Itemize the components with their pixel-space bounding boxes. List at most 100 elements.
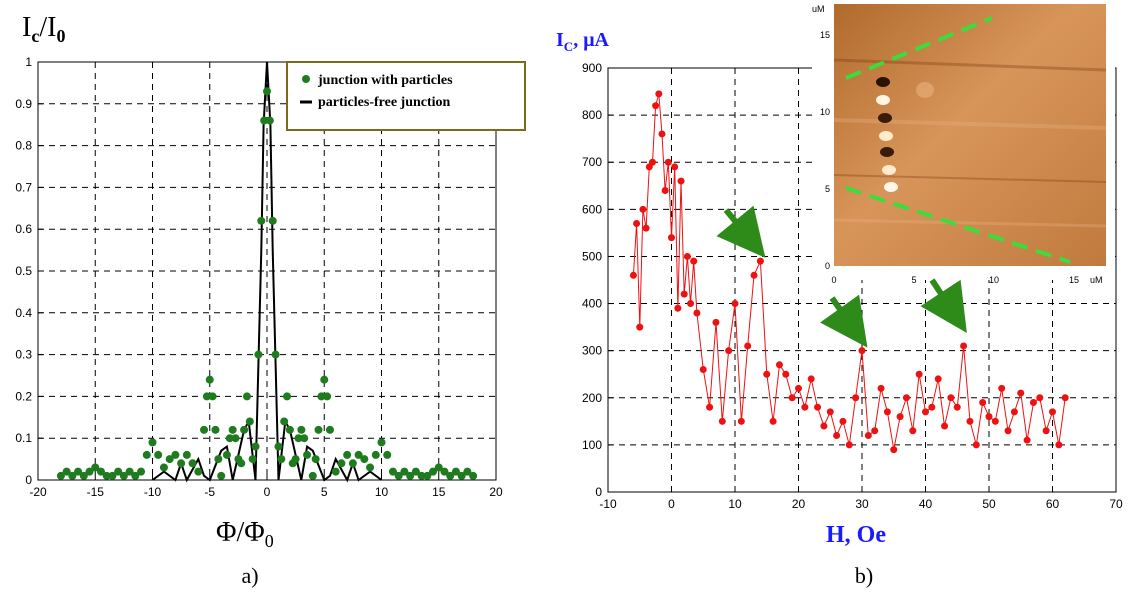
data-point bbox=[194, 467, 203, 476]
data-point bbox=[263, 87, 271, 96]
x-tick-label: 50 bbox=[982, 497, 996, 511]
y-tick-label: 700 bbox=[582, 155, 602, 169]
chart-b-xlabel: H, Oe bbox=[826, 522, 886, 548]
data-point bbox=[177, 459, 186, 468]
data-point bbox=[137, 467, 146, 476]
inset-y-tick: 15 bbox=[820, 30, 830, 40]
data-point bbox=[756, 257, 764, 265]
data-point bbox=[383, 450, 392, 459]
data-point bbox=[795, 384, 802, 392]
data-point bbox=[240, 425, 249, 434]
data-point bbox=[245, 417, 254, 426]
data-point bbox=[636, 323, 644, 331]
afm-texture bbox=[833, 58, 1107, 228]
data-point bbox=[125, 467, 134, 476]
data-point bbox=[909, 427, 917, 435]
data-point bbox=[325, 425, 334, 434]
data-point bbox=[1023, 436, 1031, 444]
data-point bbox=[429, 467, 438, 476]
data-point bbox=[928, 403, 936, 411]
data-point bbox=[960, 342, 968, 350]
data-point bbox=[463, 467, 472, 476]
data-point bbox=[354, 450, 363, 459]
data-point bbox=[225, 434, 234, 443]
data-point bbox=[320, 375, 329, 384]
data-point bbox=[807, 375, 815, 383]
data-point bbox=[200, 425, 209, 434]
data-point bbox=[718, 417, 726, 425]
data-point bbox=[744, 342, 752, 350]
data-point bbox=[297, 425, 306, 434]
data-point bbox=[271, 350, 280, 359]
data-point bbox=[845, 441, 853, 449]
data-point bbox=[699, 366, 707, 374]
inset-x-tick: 0 bbox=[831, 275, 836, 285]
data-point bbox=[725, 347, 733, 355]
data-point bbox=[131, 471, 140, 480]
data-point bbox=[251, 442, 260, 451]
y-tick-label: 300 bbox=[582, 344, 602, 358]
data-point bbox=[1017, 389, 1025, 397]
x-tick-label: 30 bbox=[855, 497, 869, 511]
data-point bbox=[202, 392, 211, 401]
data-point bbox=[265, 116, 274, 125]
inset-x-tick: 15 bbox=[1069, 275, 1079, 285]
data-point bbox=[915, 370, 923, 378]
data-point bbox=[154, 450, 163, 459]
data-point bbox=[237, 459, 246, 468]
chart-a: -20 -15 -10 -5 0 5 10 15 20 0 0.1 0.2 0.3 0.4 0.5 0.6 0.… bbox=[15, 12, 526, 588]
data-point bbox=[972, 441, 980, 449]
data-point bbox=[655, 90, 663, 98]
data-point bbox=[648, 158, 656, 166]
data-point bbox=[188, 459, 197, 468]
data-point bbox=[979, 398, 987, 406]
data-point bbox=[96, 467, 105, 476]
y-tick-label: 100 bbox=[582, 438, 602, 452]
data-point bbox=[947, 394, 955, 402]
data-point bbox=[366, 463, 375, 472]
y-tick-label: 500 bbox=[582, 249, 602, 263]
data-point bbox=[248, 455, 257, 464]
data-point bbox=[1036, 394, 1044, 402]
data-point bbox=[91, 463, 100, 472]
data-point bbox=[953, 403, 961, 411]
y-tick-label: 0.9 bbox=[15, 97, 32, 111]
data-point bbox=[890, 446, 898, 454]
data-point bbox=[769, 417, 777, 425]
y-tick-label: 0.5 bbox=[15, 264, 32, 278]
inset-dashed-line-lower bbox=[845, 186, 1071, 264]
data-point bbox=[858, 347, 866, 355]
data-point bbox=[343, 450, 352, 459]
data-point bbox=[1004, 427, 1012, 435]
data-point bbox=[274, 442, 283, 451]
data-point bbox=[182, 450, 191, 459]
data-point bbox=[337, 459, 346, 468]
data-point bbox=[457, 471, 466, 480]
x-tick-label: -10 bbox=[144, 485, 162, 499]
data-point bbox=[629, 271, 637, 279]
x-tick-label: 20 bbox=[489, 485, 503, 499]
data-point bbox=[966, 417, 974, 425]
data-point bbox=[864, 431, 872, 439]
chart-a-xlabel: Φ/Φ0 bbox=[216, 517, 274, 551]
x-tick-label: 10 bbox=[375, 485, 389, 499]
data-point bbox=[737, 417, 745, 425]
data-point bbox=[294, 434, 303, 443]
data-point bbox=[934, 375, 942, 383]
data-point bbox=[469, 471, 478, 480]
y-tick-label: 0.2 bbox=[15, 389, 32, 403]
y-tick-label: 400 bbox=[582, 297, 602, 311]
x-tick-label: 0 bbox=[264, 485, 271, 499]
data-point bbox=[119, 471, 128, 480]
data-point bbox=[451, 467, 460, 476]
afm-particles bbox=[876, 77, 934, 192]
data-point bbox=[826, 408, 834, 416]
data-point bbox=[814, 403, 822, 411]
data-point bbox=[680, 290, 688, 298]
data-point bbox=[68, 471, 77, 480]
data-point bbox=[257, 216, 266, 225]
data-point bbox=[79, 471, 88, 480]
data-point bbox=[782, 370, 790, 378]
chart-b: -10 0 10 20 30 40 50 60 700100200300400500600700… bbox=[556, 0, 1123, 588]
y-tick-label: 600 bbox=[582, 202, 602, 216]
